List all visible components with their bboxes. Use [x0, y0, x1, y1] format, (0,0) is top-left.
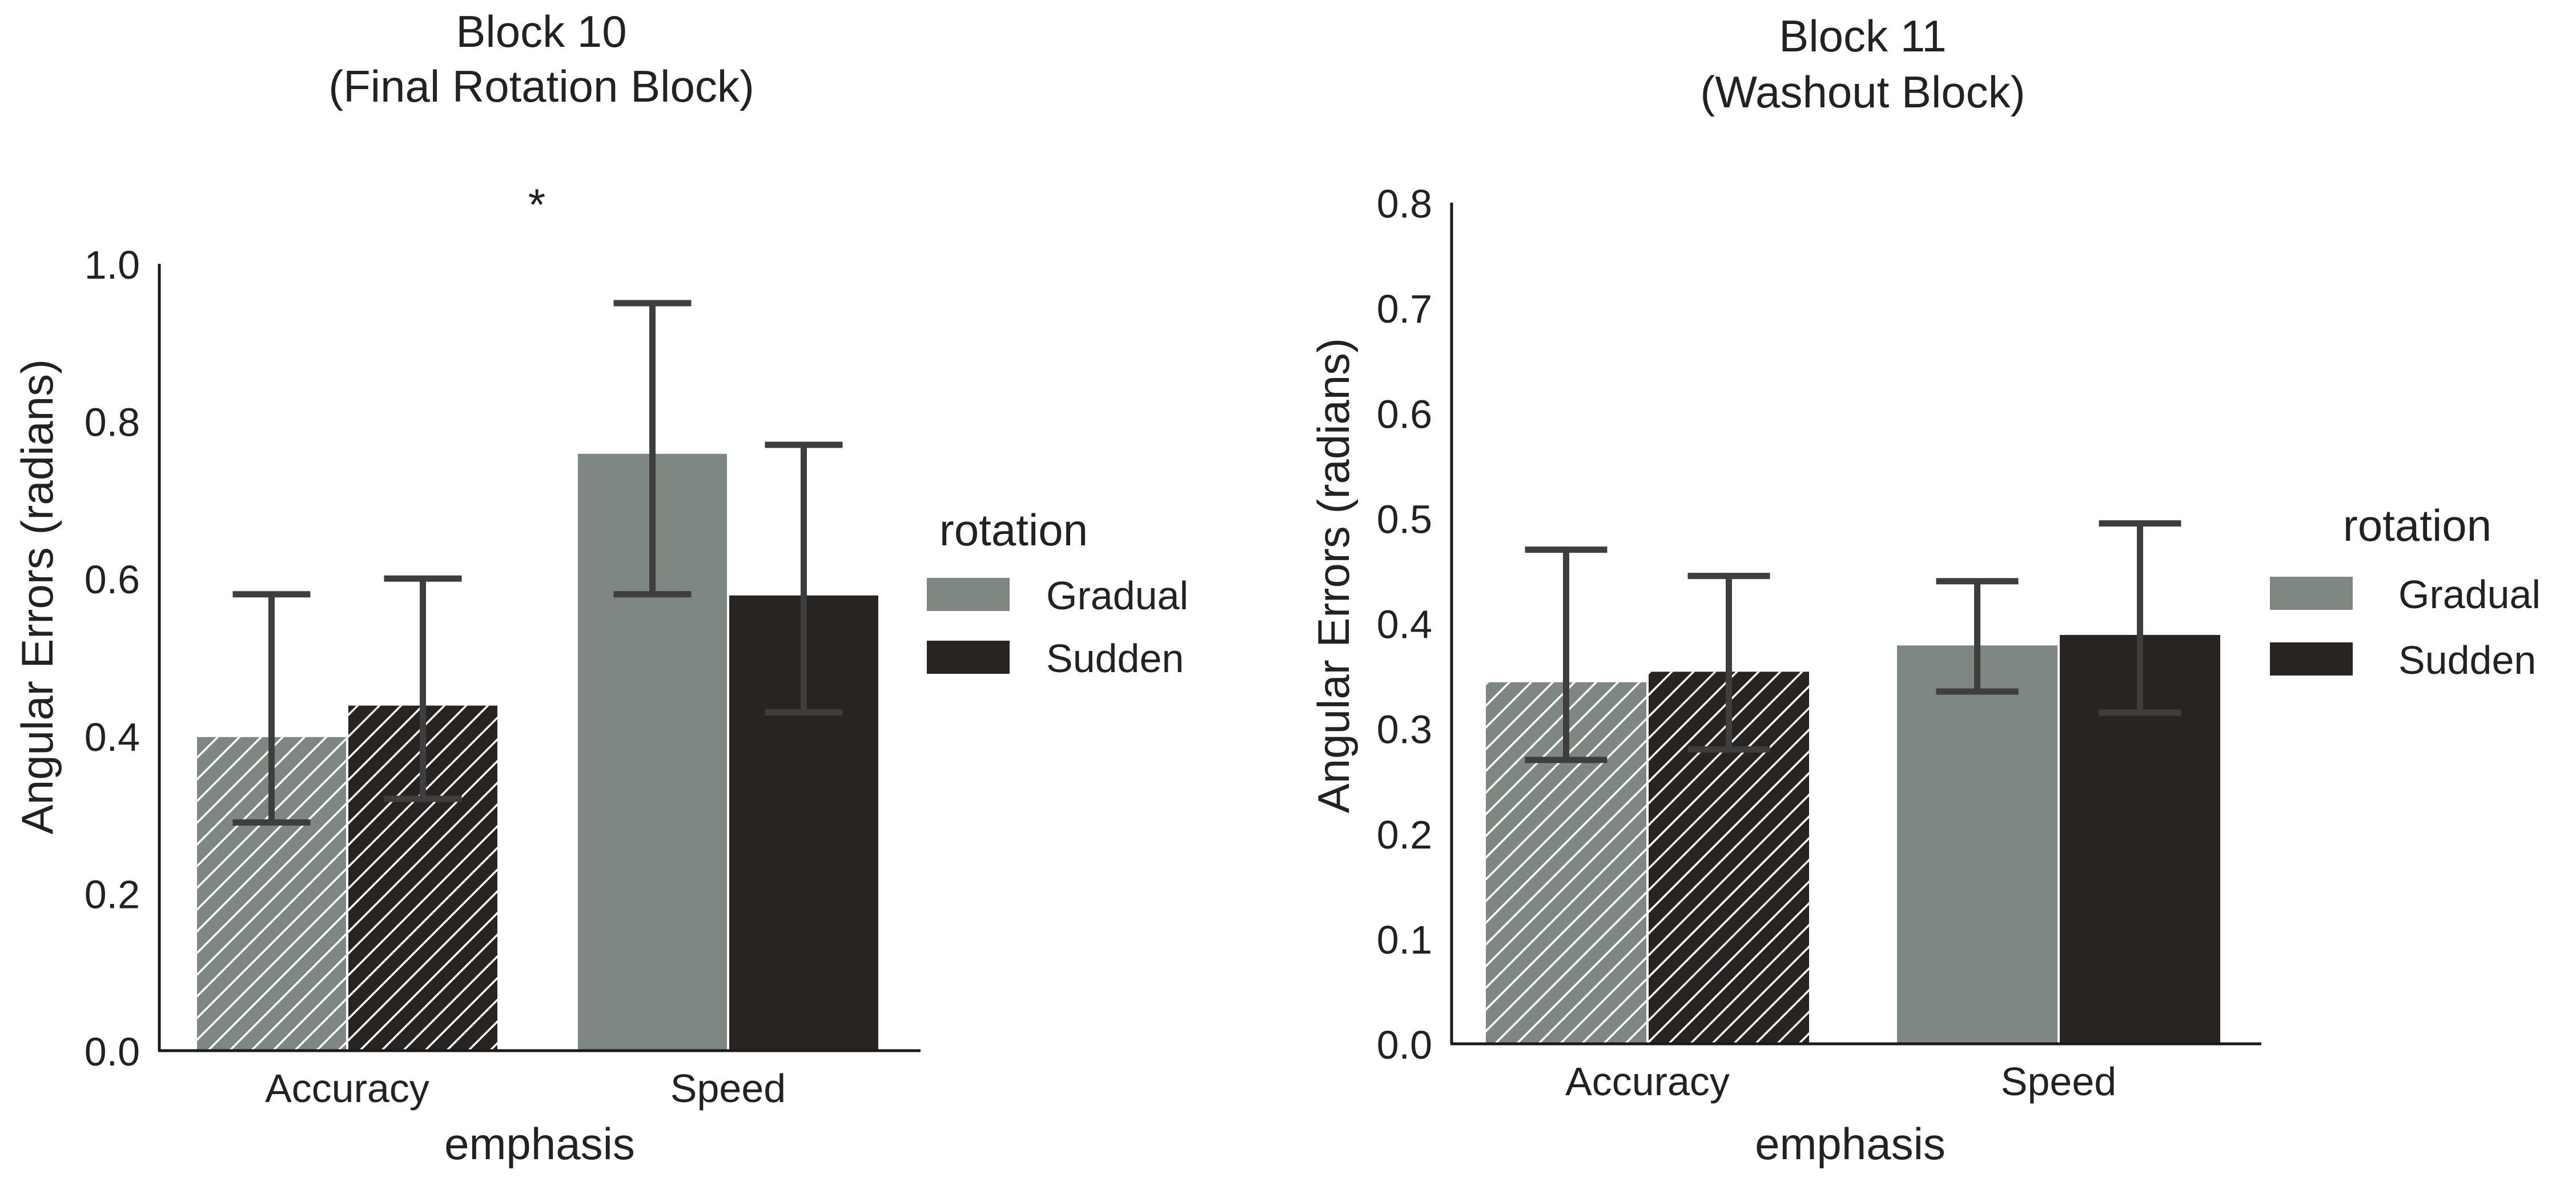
error-bars — [1525, 520, 2181, 763]
y-tick-label: 1.0 — [85, 243, 140, 287]
y-tick-label: 0.0 — [85, 1030, 140, 1074]
x-tick-label: Speed — [2001, 1059, 2116, 1104]
legend-swatch-sudden — [927, 641, 1010, 674]
x-tick-label: Speed — [670, 1066, 786, 1111]
error-bar-accuracy-gradual — [232, 591, 311, 826]
y-tick-label: 0.4 — [85, 715, 140, 759]
error-bar-accuracy-sudden — [1687, 573, 1770, 753]
legend-label-sudden: Sudden — [1046, 636, 1184, 681]
x-ticks: Accuracy Speed — [265, 1066, 786, 1111]
error-bar-accuracy-gradual — [1525, 546, 1608, 763]
legend-swatch-sudden — [2270, 642, 2353, 676]
y-tick-label: 0.2 — [85, 872, 140, 916]
legend-label-gradual: Gradual — [1046, 573, 1188, 618]
significance-marker: * — [528, 179, 545, 230]
y-tick-label: 0.6 — [85, 557, 140, 602]
chart-title-line1: Block 11 — [1779, 11, 1946, 61]
chart-block-11: Block 11 (Washout Block) Angular Errors … — [1308, 11, 2541, 1169]
error-bar-speed-sudden — [2099, 520, 2181, 716]
y-ticks: 0.0 0.1 0.2 0.3 0.4 0.5 0.6 0.7 0.8 — [1377, 182, 1432, 1067]
y-tick-label: 0.8 — [1377, 182, 1432, 226]
x-axis-label: emphasis — [1755, 1119, 1946, 1169]
chart-block-10: Block 10 (Final Rotation Block) * Angula… — [12, 6, 1188, 1169]
bars — [195, 451, 881, 1052]
x-tick-label: Accuracy — [1565, 1059, 1730, 1104]
error-bar-speed-sudden — [765, 441, 843, 715]
legend-label-gradual: Gradual — [2398, 572, 2541, 617]
y-tick-label: 0.7 — [1377, 287, 1432, 331]
error-bar-speed-gradual — [613, 300, 692, 598]
legend-swatch-gradual — [2270, 577, 2353, 610]
chart-title-line2: (Final Rotation Block) — [328, 61, 754, 111]
chart-title-line2: (Washout Block) — [1700, 67, 2025, 117]
y-tick-label: 0.1 — [1377, 918, 1432, 962]
bars — [1484, 632, 2223, 1046]
x-tick-label: Accuracy — [265, 1066, 429, 1111]
x-axis-label: emphasis — [444, 1119, 635, 1169]
y-tick-label: 0.2 — [1377, 813, 1432, 857]
y-tick-label: 0.0 — [1377, 1023, 1432, 1067]
error-bars — [232, 300, 843, 826]
legend-title: rotation — [939, 505, 1088, 555]
legend-swatch-gradual — [927, 578, 1010, 611]
y-tick-label: 0.5 — [1377, 497, 1432, 541]
error-bar-accuracy-sudden — [384, 575, 462, 802]
y-tick-label: 0.4 — [1377, 602, 1432, 647]
legend: rotation Gradual Sudden — [2270, 500, 2541, 682]
y-axis-label: Angular Errors (radians) — [12, 359, 62, 834]
chart-title-line1: Block 10 — [456, 6, 626, 57]
legend-label-sudden: Sudden — [2398, 638, 2536, 682]
y-tick-label: 0.6 — [1377, 392, 1432, 436]
y-axis-label: Angular Errors (radians) — [1308, 338, 1359, 813]
y-tick-label: 0.8 — [85, 400, 140, 445]
x-ticks: Accuracy Speed — [1565, 1059, 2116, 1104]
error-bar-speed-gradual — [1936, 578, 2019, 695]
legend: rotation Gradual Sudden — [927, 505, 1188, 681]
y-ticks: 0.0 0.2 0.4 0.6 0.8 1.0 — [85, 243, 140, 1074]
y-tick-label: 0.3 — [1377, 707, 1432, 752]
bar-speed-gradual — [1895, 643, 2060, 1045]
legend-title: rotation — [2343, 500, 2491, 550]
